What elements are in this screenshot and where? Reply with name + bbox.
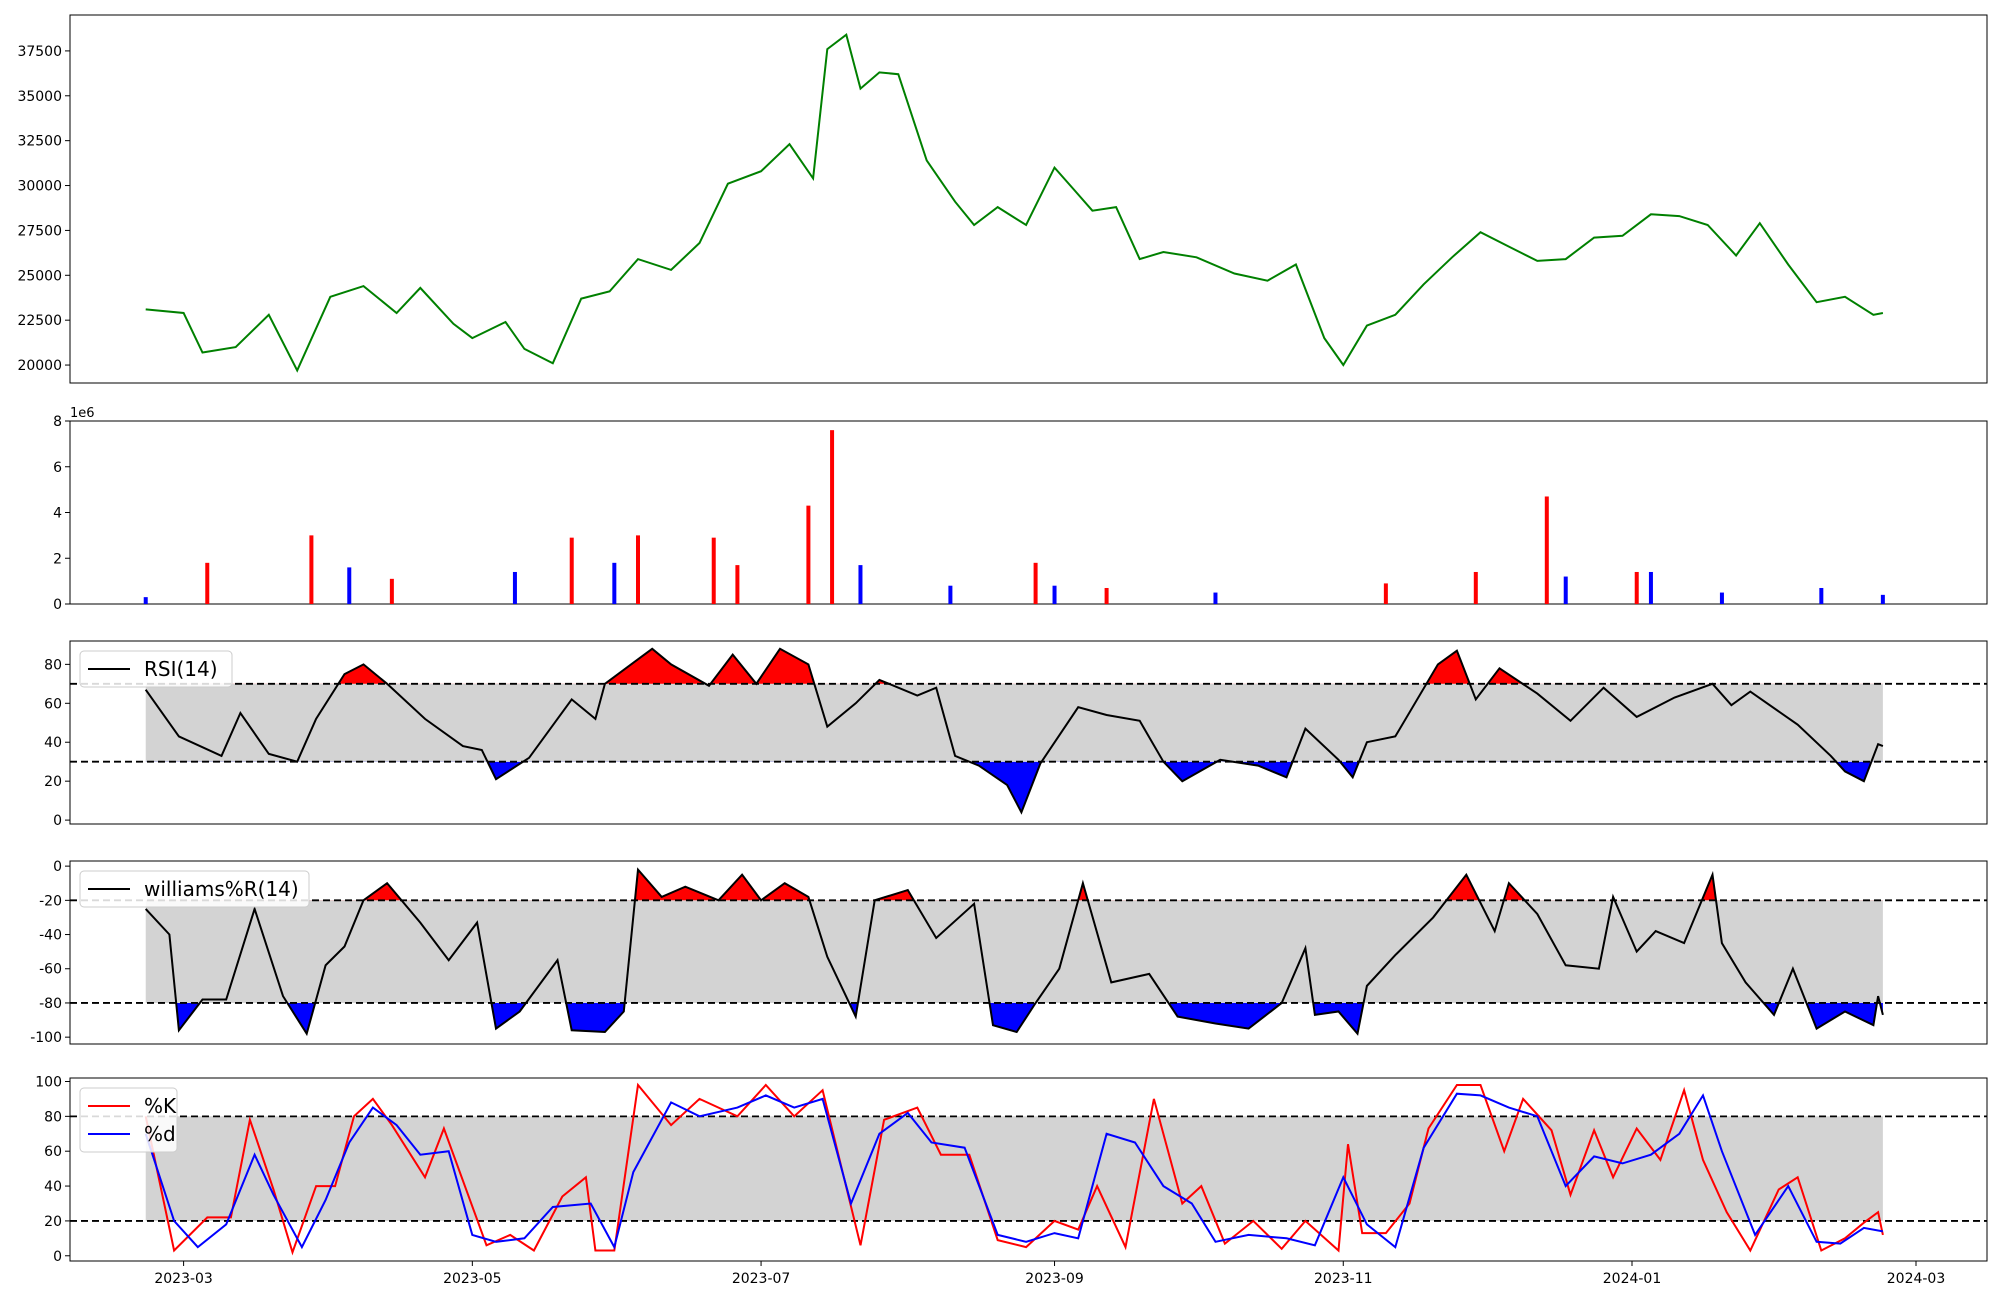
overbought-fill — [145, 869, 1883, 901]
y-tick-label: -80 — [39, 996, 62, 1012]
volume-bar — [1033, 562, 1038, 604]
williams-panel: -100 -80 -60 -40 -20 0 williams%R(14) — [30, 859, 1988, 1046]
volume-bar — [512, 571, 517, 604]
volume-bar — [735, 565, 740, 604]
x-tick-label: 2023-07 — [732, 1271, 791, 1287]
stochastic-panel: 0 20 40 60 80 100 %K %d 2023-03 2023-05 2023-07 202… — [35, 1074, 1988, 1287]
neutral-band — [145, 1116, 1883, 1221]
volume-bar — [1719, 592, 1724, 604]
y-tick-label: 60 — [44, 696, 62, 712]
volume-bar — [205, 562, 210, 604]
oversold-fill — [176, 1002, 1883, 1034]
volume-offset-label: 1e6 — [70, 406, 95, 421]
y-tick-label: 37500 — [17, 44, 62, 60]
volume-bar — [1473, 571, 1478, 604]
volume-bar — [1052, 585, 1057, 604]
legend-frame — [79, 870, 310, 908]
volume-bar — [806, 505, 811, 604]
y-tick-label: 22500 — [17, 313, 62, 329]
legend-label: williams%R(14) — [144, 877, 299, 901]
neutral-band — [145, 683, 1883, 762]
y-tick-label: 32500 — [17, 134, 62, 150]
x-tick-label: 2024-01 — [1603, 1271, 1662, 1287]
y-tick-label: -100 — [30, 1030, 62, 1046]
stochastic-line — [144, 1092, 1884, 1250]
overbought-fill — [338, 648, 1713, 684]
y-tick-label: 27500 — [17, 223, 62, 239]
legend-frame — [79, 1087, 178, 1153]
volume-bar — [636, 535, 640, 604]
volume-bar — [1544, 496, 1549, 604]
axes-frame — [69, 640, 1988, 825]
oversold-fill — [487, 761, 1872, 813]
y-tick-label: -20 — [39, 893, 62, 909]
rsi-line — [144, 647, 1884, 815]
legend-label: %d — [144, 1122, 176, 1146]
volume-bar — [347, 567, 352, 604]
axes-frame — [69, 1077, 1988, 1262]
volume-bar — [1383, 583, 1388, 604]
volume-bar — [389, 578, 394, 604]
axes-frame — [69, 420, 1988, 605]
stochastic-line — [144, 1082, 1884, 1256]
volume-bar — [1819, 587, 1824, 604]
legend-frame — [79, 650, 233, 688]
volume-bar — [1213, 592, 1218, 604]
price-panel: 20000 22500 25000 27500 30000 32500 35000 37500 — [17, 14, 1988, 384]
y-tick-label: 80 — [44, 657, 62, 673]
volume-bar — [612, 562, 617, 604]
volume-bar — [830, 430, 835, 604]
x-tick-label: 2023-11 — [1314, 1271, 1373, 1287]
y-tick-label: 8 — [53, 414, 62, 430]
y-tick-label: 4 — [53, 506, 62, 522]
williams-line — [144, 867, 1884, 1037]
volume-bar — [711, 537, 716, 604]
y-tick-label: 40 — [44, 1179, 62, 1195]
axes-frame — [69, 14, 1988, 384]
volume-bar — [1648, 571, 1653, 604]
y-tick-label: 20000 — [17, 358, 62, 374]
x-tick-label: 2023-09 — [1025, 1271, 1084, 1287]
y-tick-label: 25000 — [17, 268, 62, 284]
volume-bar — [858, 565, 863, 604]
y-tick-label: 0 — [53, 859, 62, 875]
y-tick-label: 20 — [44, 774, 62, 790]
y-tick-label: -40 — [39, 928, 62, 944]
y-tick-label: 35000 — [17, 89, 62, 105]
volume-bar — [1634, 571, 1639, 604]
y-tick-label: 0 — [53, 813, 62, 829]
volume-bar — [309, 535, 314, 604]
volume-panel: 0 2 4 6 8 — [53, 414, 1988, 613]
volume-bar — [1104, 587, 1109, 604]
y-tick-label: 60 — [44, 1144, 62, 1160]
legend: %K %d — [79, 1087, 178, 1153]
y-tick-label: 100 — [35, 1074, 62, 1090]
legend-label: RSI(14) — [144, 657, 218, 681]
y-tick-label: 30000 — [17, 179, 62, 195]
y-tick-label: 20 — [44, 1214, 62, 1230]
y-tick-label: -60 — [39, 962, 62, 978]
legend: williams%R(14) — [79, 870, 310, 908]
volume-bar — [1880, 594, 1885, 604]
volume-bar — [143, 597, 148, 604]
y-tick-label: 0 — [53, 1249, 62, 1265]
volume-bar — [948, 585, 953, 604]
x-tick-label: 2023-05 — [443, 1271, 502, 1287]
volume-bar — [569, 537, 574, 604]
y-tick-label: 0 — [53, 597, 62, 613]
legend-label: %K — [144, 1094, 177, 1118]
x-tick-label: 2023-03 — [154, 1271, 213, 1287]
y-tick-label: 2 — [53, 551, 62, 567]
volume-bar — [1563, 576, 1568, 604]
y-tick-label: 6 — [53, 460, 62, 476]
axes-frame — [69, 860, 1988, 1045]
x-tick-label: 2024-03 — [1887, 1271, 1946, 1287]
legend: RSI(14) — [79, 650, 233, 688]
neutral-band — [145, 900, 1883, 1003]
price-line — [145, 33, 1884, 373]
y-tick-label: 80 — [44, 1109, 62, 1125]
y-tick-label: 40 — [44, 735, 62, 751]
rsi-panel: 0 20 40 60 80 RSI(14) — [44, 640, 1988, 829]
